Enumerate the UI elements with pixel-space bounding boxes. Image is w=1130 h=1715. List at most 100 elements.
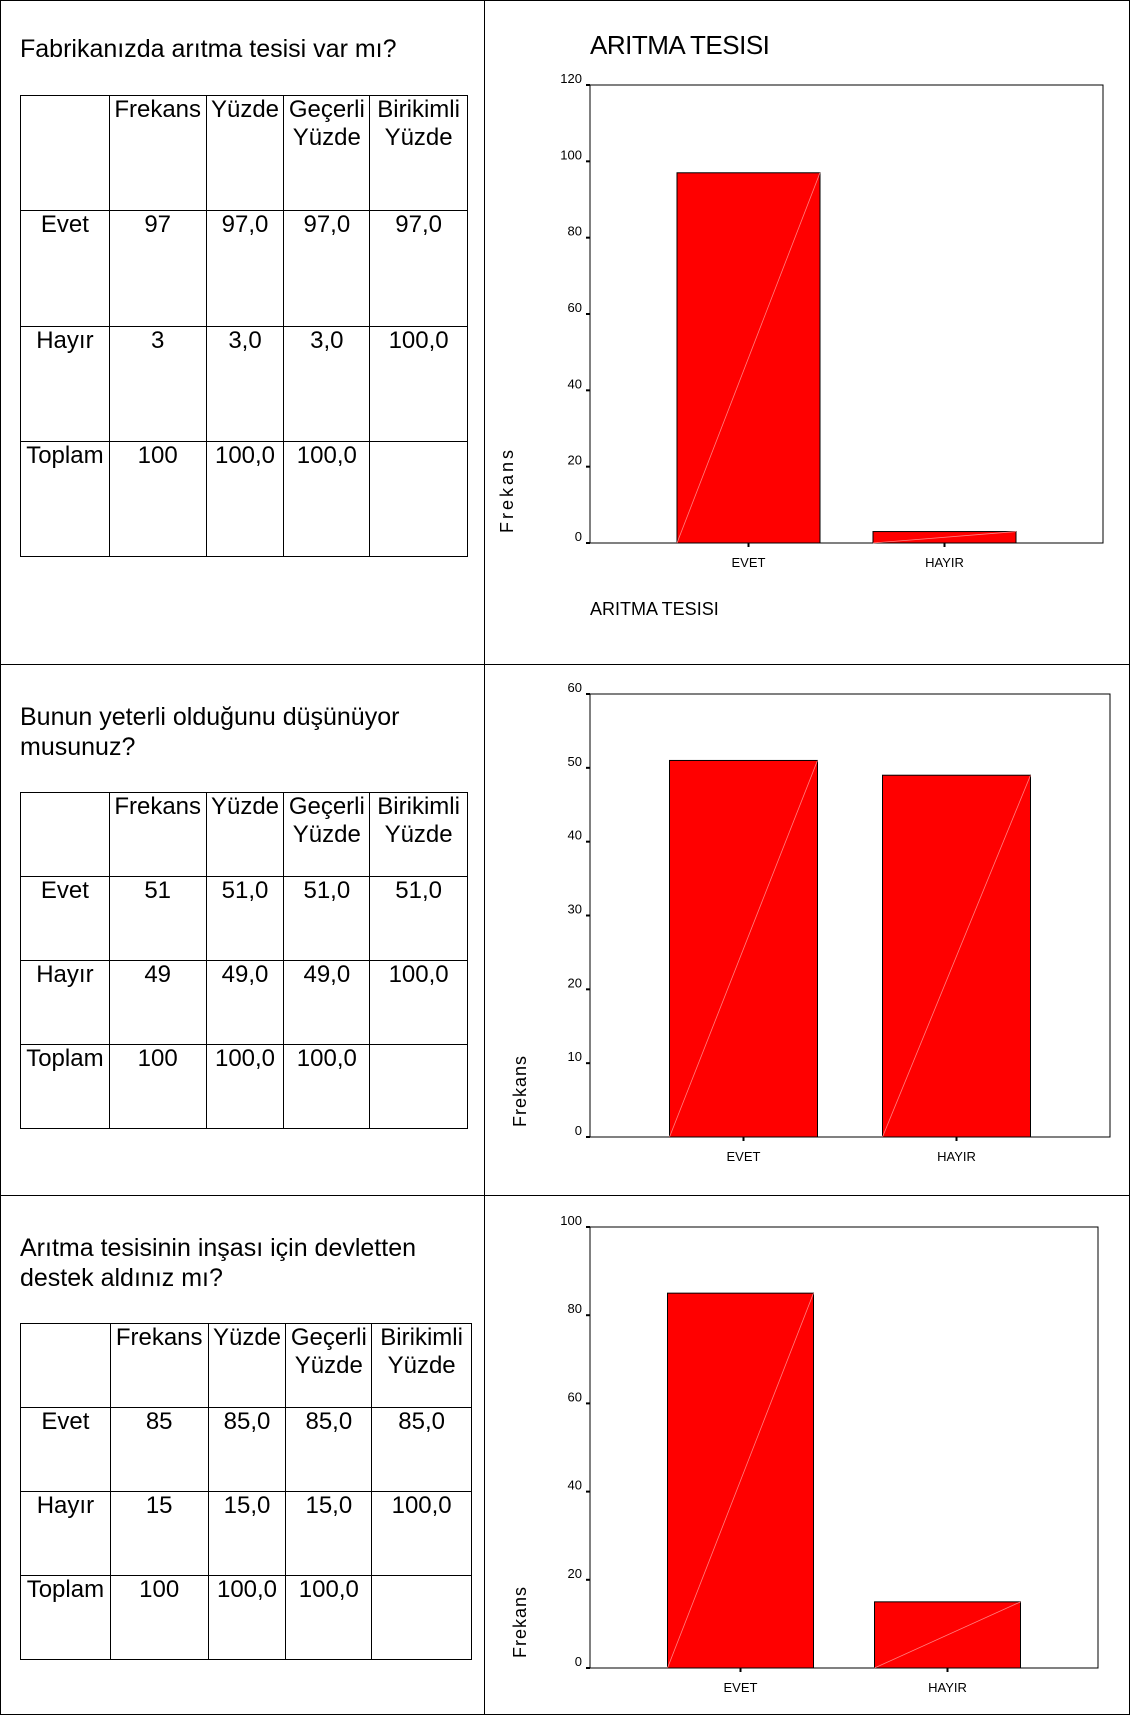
y-tick-label: 20: [568, 453, 582, 468]
table-cell: Evet: [20, 210, 110, 327]
table-cell: 100,0: [207, 1575, 287, 1660]
table-cell: 100,0: [205, 440, 285, 558]
bar-diagonal: [882, 775, 1031, 1138]
y-tick-label: 0: [575, 529, 582, 544]
question-3: Arıtma tesisinin inşası için devletten d…: [20, 1234, 417, 1292]
table-cell: 97,0: [205, 210, 285, 327]
table-cell: 51,0: [369, 876, 468, 961]
header-cell-birikimli-yuzde: Birikimli Yüzde: [369, 792, 468, 877]
table-cell: 15: [109, 1491, 209, 1576]
table-cell: Toplam: [20, 1575, 111, 1660]
table-cell: Toplam: [20, 440, 110, 558]
header-cell-empty: [20, 1323, 111, 1408]
table-row: Toplam 100 100,0 100,0: [20, 1575, 472, 1660]
table-cell: 100,0: [369, 325, 468, 442]
bar-diagonal: [676, 172, 821, 544]
table-cell: 51: [108, 876, 207, 961]
header-cell-gecerli-yuzde: Geçerli Yüzde: [285, 1323, 373, 1408]
table-cell: 15,0: [207, 1491, 287, 1576]
y-axis-label: Frekans: [510, 1586, 530, 1658]
table-cell: 100,0: [369, 960, 468, 1045]
table-row: Toplam 100 100,0 100,0: [20, 1044, 468, 1129]
x-tick-label: HAYIR: [925, 555, 964, 570]
bar-diagonal: [669, 760, 818, 1138]
plot-frame: [589, 693, 1111, 1138]
y-tick-label: 60: [568, 1389, 582, 1404]
y-tick-label: 100: [560, 147, 582, 162]
table-cell: 3,0: [283, 325, 371, 442]
header-cell-frekans: Frekans: [108, 94, 207, 212]
table-cell: [371, 1575, 472, 1660]
table-cell: 49: [108, 960, 207, 1045]
column-divider: [484, 0, 485, 1715]
x-tick-label: EVET: [732, 555, 766, 570]
x-axis-label: ARITMA TESISI: [590, 599, 719, 619]
header-cell-birikimli-yuzde: Birikimli Yüzde: [371, 1323, 472, 1408]
table-cell: 100: [108, 1044, 207, 1129]
y-tick-label: 40: [568, 376, 582, 391]
y-tick-label: 20: [568, 1566, 582, 1581]
header-cell-birikimli-yuzde: Birikimli Yüzde: [369, 94, 468, 212]
plot-frame: [589, 84, 1104, 544]
y-tick-label: 30: [568, 902, 582, 917]
header-cell-frekans: Frekans: [109, 1323, 209, 1408]
y-tick-label: 20: [568, 975, 582, 990]
table-row: Hayır 15 15,0 15,0 100,0: [20, 1491, 472, 1576]
y-tick-label: 100: [560, 1213, 582, 1228]
bar-chart-2: 0 10 20 30 40 50 60 EVET HAYIR Frekans: [510, 680, 1111, 1164]
bar-chart-1: 0 20 40 60 80 100 120 EVET HAYIR Frekans ARITMA TE…: [497, 71, 1104, 619]
table-row: Hayır 49 49,0 49,0 100,0: [20, 960, 468, 1045]
bar-diagonal: [667, 1293, 814, 1669]
header-cell-gecerli-yuzde: Geçerli Yüzde: [283, 792, 371, 877]
table-cell: 97: [108, 210, 207, 327]
y-axis-label: Frekans: [497, 447, 517, 533]
x-tick-label: HAYIR: [928, 1680, 967, 1695]
table-cell: 97,0: [283, 210, 371, 327]
table-cell: [369, 440, 468, 558]
table-header-row: Frekans Yüzde Geçerli Yüzde Birikimli Yü…: [20, 1323, 472, 1408]
table-cell: 100: [108, 440, 207, 558]
table-cell: 100,0: [285, 1575, 373, 1660]
table-cell: Toplam: [20, 1044, 110, 1129]
header-cell-yuzde: Yüzde: [205, 94, 285, 212]
y-tick-label: 50: [568, 754, 582, 769]
table-cell: 49,0: [205, 960, 285, 1045]
x-tick-label: EVET: [724, 1680, 758, 1695]
header-cell-yuzde: Yüzde: [207, 1323, 287, 1408]
table-cell: 51,0: [205, 876, 285, 961]
table-row: Evet 97 97,0 97,0 97,0: [20, 210, 468, 327]
table-row: Hayır 3 3,0 3,0 100,0: [20, 325, 468, 442]
header-cell-yuzde: Yüzde: [205, 792, 285, 877]
table-cell: 15,0: [285, 1491, 373, 1576]
table-cell: 85: [109, 1407, 209, 1492]
table-row: Evet 85 85,0 85,0 85,0: [20, 1407, 472, 1492]
header-cell-frekans: Frekans: [108, 792, 207, 877]
x-tick-label: HAYIR: [937, 1149, 976, 1164]
y-tick-label: 40: [568, 828, 582, 843]
y-tick-label: 60: [568, 680, 582, 695]
y-tick-label: 0: [575, 1123, 582, 1138]
y-tick-label: 80: [568, 224, 582, 239]
table-cell: 3: [108, 325, 207, 442]
table-row: Toplam 100 100,0 100,0: [20, 440, 468, 558]
header-cell-empty: [20, 792, 110, 877]
x-tick-label: EVET: [727, 1149, 761, 1164]
frequency-table-1: Frekans Yüzde Geçerli Yüzde Birikimli Yü…: [20, 94, 468, 558]
table-cell: Hayır: [20, 325, 110, 442]
y-tick-label: 40: [568, 1478, 582, 1493]
bar-diagonal: [872, 531, 1017, 544]
y-tick-label: 0: [575, 1654, 582, 1669]
frequency-table-2: Frekans Yüzde Geçerli Yüzde Birikimli Yü…: [20, 792, 468, 1129]
question-2: Bunun yeterli olduğunu düşünüyor musunuz…: [20, 703, 400, 761]
table-cell: 85,0: [371, 1407, 472, 1492]
y-tick-label: 120: [560, 71, 582, 86]
table-header-row: Frekans Yüzde Geçerli Yüzde Birikimli Yü…: [20, 792, 468, 877]
table-cell: 85,0: [285, 1407, 373, 1492]
table-cell: 51,0: [283, 876, 371, 961]
table-cell: 100,0: [205, 1044, 285, 1129]
row-divider-1: [0, 664, 1130, 665]
table-row: Evet 51 51,0 51,0 51,0: [20, 876, 468, 961]
table-cell: 49,0: [283, 960, 371, 1045]
table-cell: Evet: [20, 1407, 111, 1492]
plot-frame: [589, 1226, 1099, 1669]
